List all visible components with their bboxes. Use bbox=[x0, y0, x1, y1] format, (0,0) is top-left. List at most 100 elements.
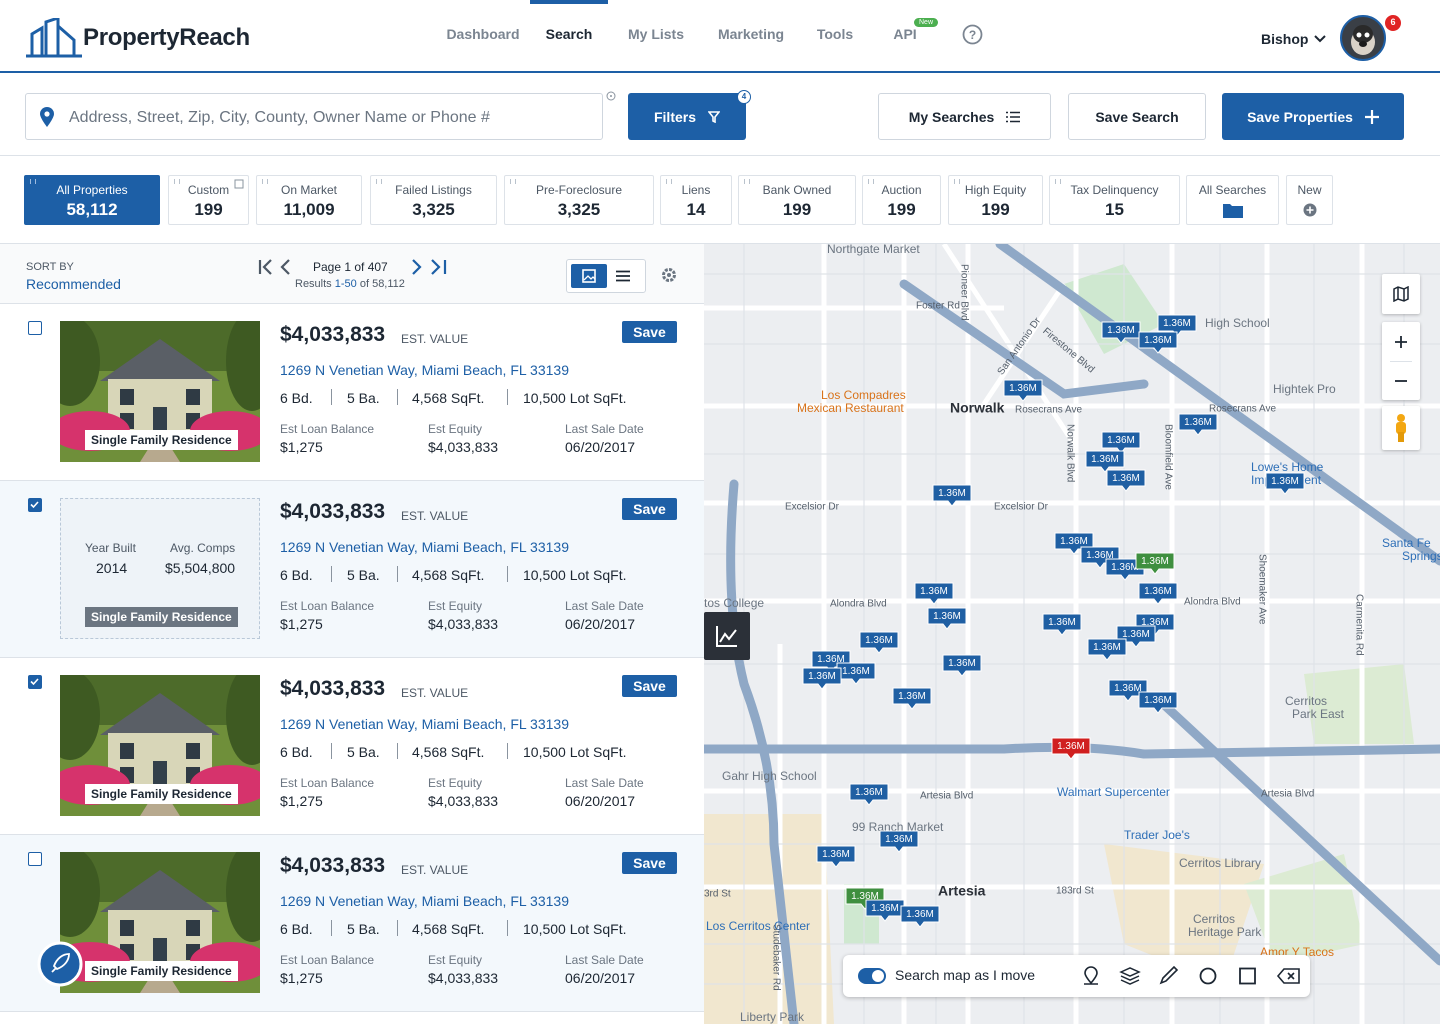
tab[interactable]: Custom 199 bbox=[168, 175, 249, 225]
price-marker[interactable]: 1.36M bbox=[865, 899, 905, 922]
address[interactable]: 1269 N Venetian Way, Miami Beach, FL 331… bbox=[280, 893, 569, 909]
my-searches-button[interactable]: My Searches bbox=[878, 93, 1051, 140]
tab-grip bbox=[510, 179, 516, 184]
tab[interactable]: Bank Owned 199 bbox=[738, 175, 856, 225]
rocket-button[interactable] bbox=[37, 941, 83, 987]
settings-icon[interactable] bbox=[660, 266, 678, 284]
tab[interactable]: Tax Delinquency 15 bbox=[1049, 175, 1180, 225]
search-input[interactable]: Address, Street, Zip, City, County, Owne… bbox=[25, 93, 603, 140]
price-marker[interactable]: 1.36M bbox=[1135, 552, 1175, 575]
price-marker[interactable]: 1.36M bbox=[1042, 613, 1082, 636]
price-marker[interactable]: 1.36M bbox=[802, 667, 842, 690]
address[interactable]: 1269 N Venetian Way, Miami Beach, FL 331… bbox=[280, 539, 569, 555]
pager-next[interactable] bbox=[410, 258, 450, 276]
nav-item[interactable]: API bbox=[893, 26, 917, 42]
save-search-button[interactable]: Save Search bbox=[1068, 93, 1206, 140]
listing-row[interactable]: Single Family Residence $4,033,833 EST. VA… bbox=[0, 658, 704, 835]
price-marker[interactable]: 1.36M bbox=[892, 687, 932, 710]
help-icon[interactable]: ? bbox=[962, 24, 983, 45]
listing-row[interactable]: Year Built 2014 Avg. Comps $5,504,800 Single… bbox=[0, 481, 704, 658]
price: $4,033,833 bbox=[280, 500, 386, 523]
address[interactable]: 1269 N Venetian Way, Miami Beach, FL 331… bbox=[280, 362, 569, 378]
listing-row[interactable]: Single Family Residence $4,033,833 EST. VA… bbox=[0, 304, 704, 481]
sale-value: 06/20/2017 bbox=[565, 970, 636, 986]
zoom-in[interactable] bbox=[1394, 335, 1408, 349]
price-label: EST. VALUE bbox=[401, 686, 469, 700]
map[interactable]: Northgate Market Foster Rd Los Compadres Me… bbox=[704, 244, 1440, 1024]
brand[interactable]: PropertyReach bbox=[83, 24, 250, 52]
price-marker[interactable]: 1.36M bbox=[1138, 331, 1178, 354]
price-marker[interactable]: 1.36M bbox=[849, 783, 889, 806]
tab[interactable]: Liens 14 bbox=[660, 175, 732, 225]
price-marker[interactable]: 1.36M bbox=[1003, 379, 1043, 402]
address[interactable]: 1269 N Venetian Way, Miami Beach, FL 331… bbox=[280, 716, 569, 732]
marker-pin bbox=[1138, 691, 1178, 714]
map-type-button[interactable] bbox=[1382, 274, 1420, 314]
tab[interactable]: High Equity 199 bbox=[948, 175, 1043, 225]
price-marker[interactable]: 1.36M bbox=[816, 845, 856, 868]
nav-item[interactable]: Marketing bbox=[717, 26, 785, 42]
checkbox[interactable] bbox=[28, 675, 42, 689]
price-marker[interactable]: 1.36M bbox=[1178, 413, 1218, 436]
grid-view-button[interactable] bbox=[571, 264, 607, 288]
marker-label: 1.36M bbox=[1060, 536, 1088, 547]
listing-row[interactable]: Single Family Residence $4,033,833 EST. VA… bbox=[0, 835, 704, 1012]
price-marker[interactable]: 1.36M bbox=[1051, 737, 1091, 760]
chart-toggle[interactable] bbox=[704, 612, 750, 660]
checkbox[interactable] bbox=[28, 852, 42, 866]
photo-shape bbox=[226, 675, 260, 765]
draw-tools[interactable] bbox=[1081, 966, 1301, 986]
price-marker[interactable]: 1.36M bbox=[859, 631, 899, 654]
spec-sqft: 4,568 SqFt. bbox=[412, 744, 485, 760]
save-button[interactable]: Save bbox=[622, 321, 677, 343]
tab[interactable]: On Market 11,009 bbox=[256, 175, 362, 225]
price-marker[interactable]: 1.36M bbox=[1157, 314, 1197, 337]
marker-label: 1.36M bbox=[1086, 550, 1114, 561]
price-marker[interactable]: 1.36M bbox=[1265, 472, 1305, 495]
user-menu[interactable]: Bishop bbox=[1261, 31, 1327, 47]
price-marker[interactable]: 1.36M bbox=[932, 484, 972, 507]
avatar[interactable] bbox=[1340, 14, 1406, 62]
price-marker[interactable]: 1.36M bbox=[942, 654, 982, 677]
photo-shape bbox=[100, 693, 220, 735]
map-label: Cerritos bbox=[1193, 912, 1235, 926]
tab[interactable]: New bbox=[1286, 175, 1333, 225]
list-view-button[interactable] bbox=[616, 270, 630, 282]
spec-baths: 5 Ba. bbox=[347, 567, 380, 583]
tab[interactable]: Failed Listings 3,325 bbox=[370, 175, 497, 225]
tab[interactable]: All Properties 58,112 bbox=[24, 175, 160, 225]
filters-label: Filters bbox=[653, 108, 696, 125]
price-marker[interactable]: 1.36M bbox=[927, 607, 967, 630]
price-marker[interactable]: 1.36M bbox=[1106, 469, 1146, 492]
street-view-button[interactable] bbox=[1382, 406, 1420, 450]
nav-item[interactable]: Search bbox=[545, 26, 593, 42]
zoom-out[interactable] bbox=[1394, 374, 1408, 388]
price-marker[interactable]: 1.36M bbox=[900, 905, 940, 928]
price-marker[interactable]: 1.36M bbox=[914, 582, 954, 605]
price-marker[interactable]: 1.36M bbox=[1087, 638, 1127, 661]
pager-prev[interactable] bbox=[258, 258, 298, 276]
price-marker[interactable]: 1.36M bbox=[1108, 679, 1148, 702]
filters-button[interactable]: Filters bbox=[628, 93, 746, 140]
save-properties-button[interactable]: Save Properties bbox=[1222, 93, 1404, 140]
price-marker[interactable]: 1.36M bbox=[1101, 321, 1141, 344]
tab[interactable]: All Searches bbox=[1186, 175, 1279, 225]
nav-item[interactable]: Tools bbox=[816, 26, 854, 42]
nav-item[interactable]: Dashboard bbox=[446, 26, 520, 42]
price-marker[interactable]: 1.36M bbox=[1138, 691, 1178, 714]
tab[interactable]: Auction 199 bbox=[862, 175, 941, 225]
checkbox[interactable] bbox=[28, 498, 42, 512]
checkbox[interactable] bbox=[28, 321, 42, 335]
tab-label: Auction bbox=[881, 183, 922, 197]
marker-label: 1.36M bbox=[948, 658, 976, 669]
price-marker[interactable]: 1.36M bbox=[879, 830, 919, 853]
save-button[interactable]: Save bbox=[622, 675, 677, 697]
toggle-switch[interactable] bbox=[858, 968, 886, 984]
save-button[interactable]: Save bbox=[622, 852, 677, 874]
nav-item[interactable]: My Lists bbox=[627, 26, 685, 42]
save-button[interactable]: Save bbox=[622, 498, 677, 520]
price-marker[interactable]: 1.36M bbox=[1138, 582, 1178, 605]
sort-value[interactable]: Recommended bbox=[26, 276, 121, 292]
tab[interactable]: Pre-Foreclosure 3,325 bbox=[504, 175, 654, 225]
